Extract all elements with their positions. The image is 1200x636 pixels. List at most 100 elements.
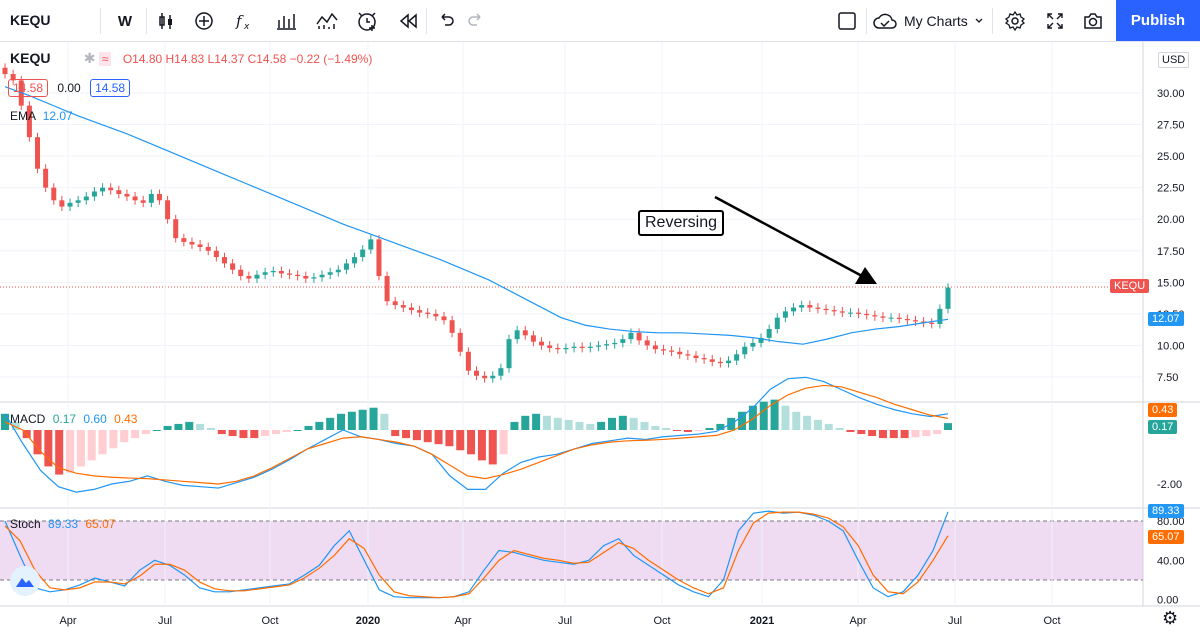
candle-body	[295, 274, 301, 277]
candle-body	[815, 307, 821, 309]
templates-icon[interactable]	[314, 6, 340, 36]
macd-histogram-bar	[878, 430, 887, 439]
candle-body	[408, 307, 414, 311]
candle-body	[213, 250, 219, 258]
my-charts-button[interactable]: My Charts	[872, 6, 984, 36]
snowflake-icon[interactable]: ✱	[83, 50, 96, 66]
undo-icon[interactable]	[434, 6, 458, 36]
candle-body	[896, 317, 902, 319]
macd-histogram-bar	[586, 423, 595, 430]
candle-body	[376, 239, 382, 277]
candle-body	[465, 351, 471, 371]
macd-histogram-bar	[337, 413, 346, 430]
candle-body	[311, 277, 317, 279]
stoch-legend[interactable]: Stoch 89.33 65.07	[10, 517, 115, 531]
macd-histogram-bar	[98, 430, 107, 455]
candle-body	[319, 274, 325, 278]
candle-body	[181, 238, 187, 242]
macd-line-value: 0.60	[83, 412, 107, 426]
chart-canvas[interactable]: 30.0027.5025.0022.5020.0017.5015.0012.50…	[0, 42, 1200, 636]
compare-add-icon[interactable]	[192, 6, 216, 36]
macd-histogram-bar	[293, 430, 302, 431]
macd-label: MACD	[10, 412, 46, 426]
spread-value: 0.00	[57, 81, 81, 95]
alert-icon[interactable]	[354, 6, 380, 36]
macd-histogram-bar	[900, 430, 909, 439]
redo-icon[interactable]	[464, 6, 488, 36]
candle-body	[26, 105, 32, 138]
candle-body	[872, 315, 878, 317]
annotation-arrow[interactable]	[714, 195, 863, 278]
ask-pill[interactable]: 14.58	[90, 79, 131, 97]
camera-icon[interactable]	[1080, 6, 1106, 36]
currency-label[interactable]: USD	[1158, 52, 1190, 68]
macd-hist-value: 0.17	[52, 412, 77, 426]
settings-gear-icon[interactable]	[1002, 6, 1028, 36]
axis-settings-gear-icon[interactable]: ⚙	[1162, 608, 1179, 628]
candle-body	[287, 273, 293, 275]
financials-icon[interactable]	[274, 6, 298, 36]
candle-body	[230, 263, 236, 270]
candle-body	[238, 269, 244, 277]
fullscreen-layout-icon[interactable]	[834, 6, 860, 36]
candle-body	[457, 332, 463, 352]
macd-histogram-bar	[922, 430, 931, 437]
interval-button[interactable]: W	[117, 12, 133, 30]
symbol-price-tag: KEQU	[1110, 279, 1150, 293]
candle-body	[100, 187, 106, 192]
wave-icon[interactable]: ≈	[98, 52, 112, 66]
candle-body	[148, 193, 154, 203]
candle-body	[685, 354, 691, 356]
publish-button[interactable]: Publish	[1116, 0, 1200, 41]
candle-body	[652, 345, 658, 350]
fullscreen-icon[interactable]	[1042, 6, 1068, 36]
bid-pill[interactable]: 14.58	[8, 79, 49, 97]
macd-legend[interactable]: MACD 0.17 0.60 0.43	[10, 412, 137, 426]
macd-histogram-bar	[76, 430, 85, 467]
macd-histogram-bar	[933, 430, 942, 435]
reversing-annotation[interactable]: Reversing	[638, 210, 725, 236]
macd-histogram-bar	[607, 417, 616, 430]
candle-style-icon[interactable]	[154, 6, 178, 36]
macd-histogram-bar	[694, 430, 703, 432]
macd-histogram-bar	[575, 421, 584, 430]
candle-body	[514, 330, 520, 340]
candle-body	[726, 360, 732, 364]
time-tick-label: Jul	[558, 615, 572, 627]
candle-body	[91, 191, 97, 197]
ema-legend[interactable]: EMA 12.07	[10, 109, 73, 123]
axes: 30.0027.5025.0022.5020.0017.5015.0012.50…	[59, 88, 1184, 627]
chart-area[interactable]: 30.0027.5025.0022.5020.0017.5015.0012.50…	[0, 42, 1200, 636]
macd-histogram-bar	[282, 430, 291, 433]
macd-histogram-bar	[55, 430, 64, 475]
price-tick-label: 7.50	[1157, 372, 1178, 384]
candle-body	[799, 305, 805, 308]
candle-body	[644, 340, 650, 346]
candle-body	[539, 341, 545, 346]
macd-histogram-bar	[792, 411, 801, 430]
candle-body	[51, 187, 57, 201]
price-tick-label: 22.50	[1157, 183, 1185, 195]
candle-body	[474, 370, 479, 376]
time-tick-label: Apr	[849, 615, 866, 627]
macd-histogram-bar	[206, 427, 215, 430]
bid-ask-legend: 14.58 0.00 14.58	[8, 79, 131, 97]
price-tick-label: 30.00	[1157, 88, 1185, 100]
candle-body	[108, 187, 114, 191]
candle-body	[669, 350, 675, 352]
tradingview-logo-icon[interactable]	[10, 566, 40, 596]
macd-histogram-bar	[738, 411, 747, 430]
macd-histogram-bar	[911, 430, 920, 438]
candle-body	[246, 276, 252, 279]
replay-icon[interactable]	[396, 6, 420, 36]
symbol-search-button[interactable]: KEQU	[10, 12, 51, 28]
stoch-k-tag: 89.33	[1148, 504, 1184, 518]
macd-histogram-bar	[131, 430, 140, 439]
legend-symbol[interactable]: KEQU	[10, 50, 51, 66]
time-tick-label: 2021	[750, 615, 774, 627]
macd-hist-tag: 0.17	[1148, 420, 1178, 434]
candle-body	[880, 316, 886, 318]
candle-body	[352, 257, 358, 264]
toolbar-divider	[100, 8, 101, 34]
